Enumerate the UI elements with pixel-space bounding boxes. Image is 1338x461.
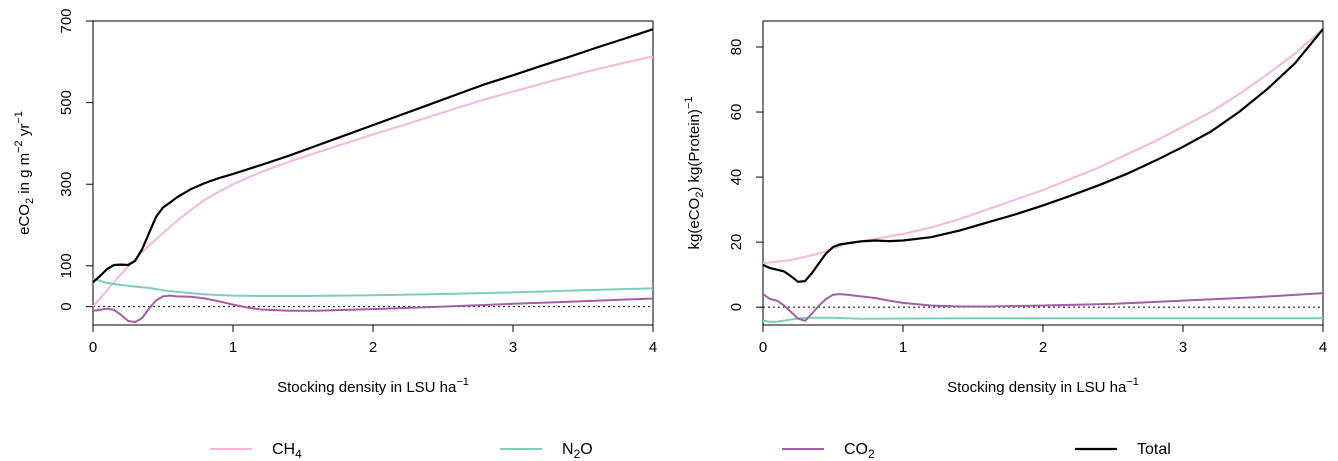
x-tick-label: 2 (369, 339, 377, 356)
x-tick-label: 2 (1039, 339, 1047, 356)
x-tick-label: 1 (229, 339, 237, 356)
series-line-n2o (762, 316, 1323, 323)
legend-item-co2: CO2 (782, 441, 875, 461)
y-tick-label: 100 (58, 253, 75, 278)
series-line-co2 (92, 294, 654, 324)
legend-label: CO2 (844, 441, 875, 461)
series-line-total (92, 28, 654, 284)
series-line-total (762, 28, 1324, 283)
x-axis-label: Stocking density in LSU ha−1 (277, 376, 469, 396)
legend-label: N2O (562, 441, 593, 461)
plot-frame (762, 20, 1324, 326)
legend-item-ch4: CH4 (210, 441, 302, 461)
legend: CH4 N2O CO2 Total (210, 441, 1171, 461)
chart-panel-1: 0 1 2 3 4 0 100 300 500 700 Stocking density in LS… (13, 8, 657, 396)
y-tick-label: 0 (58, 302, 75, 310)
x-tick-label: 3 (509, 339, 517, 356)
legend-item-total: Total (1075, 441, 1171, 458)
y-tick-label: 60 (728, 104, 745, 121)
legend-label: Total (1137, 441, 1171, 458)
x-tick-label: 3 (1179, 339, 1187, 356)
series-line-ch4 (762, 28, 1324, 265)
x-tick-label: 0 (89, 339, 97, 356)
x-axis-label: Stocking density in LSU ha−1 (947, 376, 1139, 396)
series-line-n2o (92, 277, 654, 297)
y-tick-label: 20 (728, 234, 745, 251)
y-tick-label: 0 (728, 303, 745, 311)
x-tick-label: 0 (759, 339, 767, 356)
legend-item-n2o: N2O (500, 441, 593, 461)
x-tick-label: 4 (1319, 339, 1327, 356)
plot-frame (92, 20, 654, 326)
series-line-ch4 (92, 55, 654, 308)
y-axis-label: eCO2 in g m−2 yr−1 (13, 111, 36, 235)
x-tick-label: 1 (899, 339, 907, 356)
y-tick-label: 80 (728, 39, 745, 56)
y-tick-label: 700 (58, 8, 75, 33)
x-tick-label: 4 (649, 339, 657, 356)
y-tick-label: 40 (728, 169, 745, 186)
legend-label: CH4 (272, 441, 302, 461)
y-tick-label: 300 (58, 172, 75, 197)
y-axis-label: kg(eCO2) kg(Protein)−1 (683, 97, 706, 250)
y-tick-label: 500 (58, 90, 75, 115)
series-line-co2 (762, 292, 1324, 322)
